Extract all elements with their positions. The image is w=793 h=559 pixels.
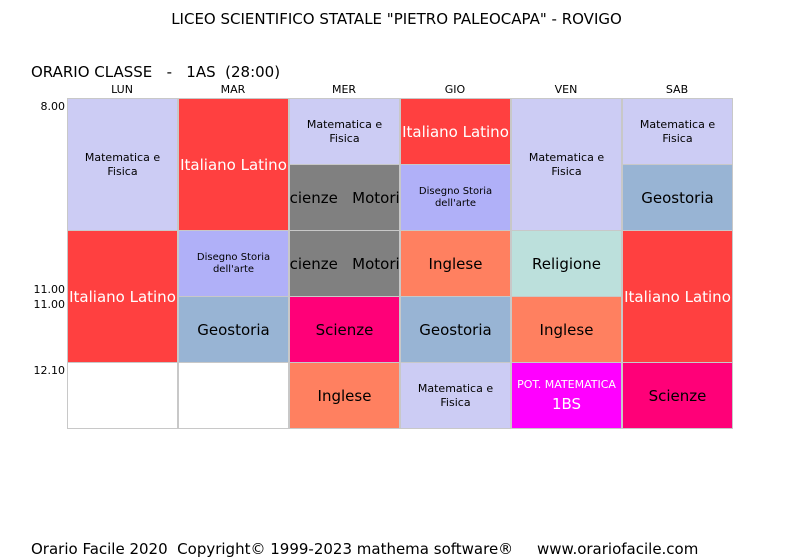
lesson-cell[interactable]: Italiano Latino (178, 98, 289, 231)
lesson-cell[interactable]: Italiano Latino (400, 98, 511, 165)
lesson-cell[interactable]: Scienze Motorie (289, 230, 400, 297)
lesson-cell[interactable]: Matematica e Fisica (511, 98, 622, 231)
empty-cell (178, 362, 289, 429)
class-heading: ORARIO CLASSE - 1AS (28:00) (31, 63, 281, 81)
lesson-cell[interactable]: Inglese (511, 296, 622, 363)
lesson-cell[interactable]: Geostoria (400, 296, 511, 363)
day-header-gio: GIO (444, 83, 466, 96)
time-label: 11.00 (33, 283, 66, 296)
lesson-cell[interactable]: Inglese (400, 230, 511, 297)
day-header-lun: LUN (111, 83, 133, 96)
lesson-cell[interactable]: Inglese (289, 362, 400, 429)
footer-copyright: Orario Facile 2020 Copyright© 1999-2023 … (31, 540, 699, 558)
lesson-cell[interactable]: Scienze Motorie (289, 164, 400, 231)
lesson-cell-title: POT. MATEMATICA (517, 378, 616, 392)
lesson-cell[interactable]: Matematica e Fisica (622, 98, 733, 165)
lesson-cell[interactable]: Scienze (289, 296, 400, 363)
lesson-cell[interactable]: Disegno Storia dell'arte (178, 230, 289, 297)
lesson-cell[interactable]: Matematica e Fisica (289, 98, 400, 165)
lesson-cell[interactable]: Matematica e Fisica (400, 362, 511, 429)
empty-cell (67, 362, 178, 429)
lesson-cell[interactable]: Religione (511, 230, 622, 297)
lesson-cell-class: 1BS (551, 394, 582, 413)
time-label: 11.00 (33, 298, 66, 311)
day-header-sab: SAB (665, 83, 689, 96)
lesson-cell[interactable]: Scienze (622, 362, 733, 429)
school-title: LICEO SCIENTIFICO STATALE "PIETRO PALEOC… (171, 10, 622, 28)
lesson-cell[interactable]: POT. MATEMATICA 1BS (511, 362, 622, 429)
lesson-cell[interactable]: Matematica e Fisica (67, 98, 178, 231)
lesson-cell[interactable]: Italiano Latino (622, 230, 733, 363)
lesson-cell[interactable]: Disegno Storia dell'arte (400, 164, 511, 231)
time-label: 12.10 (33, 364, 66, 377)
time-label: 8.00 (40, 100, 66, 113)
lesson-cell[interactable]: Italiano Latino (67, 230, 178, 363)
lesson-cell[interactable]: Geostoria (622, 164, 733, 231)
day-header-mer: MER (331, 83, 357, 96)
day-header-mar: MAR (220, 83, 246, 96)
day-header-ven: VEN (554, 83, 578, 96)
lesson-cell[interactable]: Geostoria (178, 296, 289, 363)
